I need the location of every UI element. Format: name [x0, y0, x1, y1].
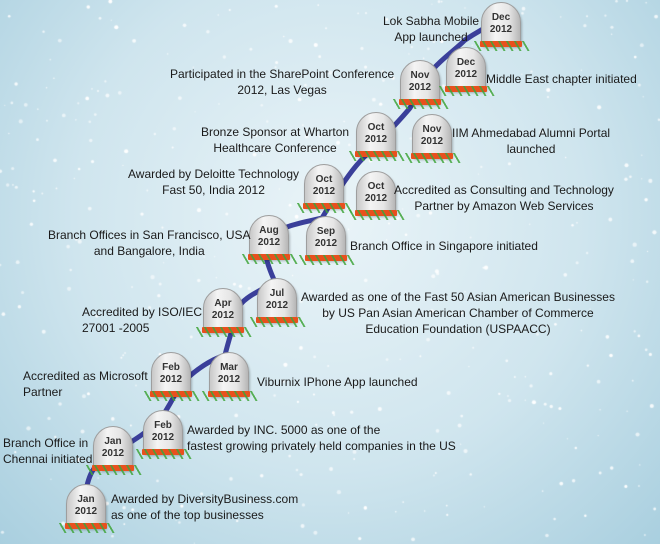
milestone-label-nov-2: Participated in the SharePoint Conferenc…: [170, 67, 395, 97]
milestone-label-mar: Viburnix IPhone App launched: [257, 375, 418, 389]
milestone-label-oct-2: Accredited as Consulting and Technology P…: [394, 183, 614, 213]
milestone-stone-mar: Mar 2012: [202, 352, 258, 401]
milestone-stone-aug: Aug 2012: [242, 215, 298, 264]
milestone-stone-oct-3: Oct 2012: [349, 112, 405, 161]
milestone-stone-oct-2: Oct 2012: [349, 171, 405, 220]
milestone-stone-oct-1: Oct 2012: [297, 164, 353, 213]
milestone-stone-jul: Jul 2012: [250, 278, 306, 327]
milestone-label-feb-2: Accredited as Microsoft Partner: [23, 369, 148, 399]
milestone-label-aug: Branch Offices in San Francisco, USA and …: [48, 228, 251, 258]
milestone-label-dec-2: Lok Sabha Mobile App launched: [383, 14, 480, 44]
milestone-stone-jan-1: Jan 2012: [59, 484, 115, 533]
milestone-stone-nov-1: Nov 2012: [405, 114, 461, 163]
milestone-stone-sep: Sep 2012: [299, 216, 355, 265]
milestone-label-oct-1: Awarded by Deloitte Technology Fast 50, I…: [128, 167, 299, 197]
milestone-stone-feb-2: Feb 2012: [144, 352, 200, 401]
milestone-label-jan-2: Branch Office in Chennai initiated: [3, 436, 93, 466]
milestone-stone-feb-1: Feb 2012: [136, 410, 192, 459]
milestone-stone-apr: Apr 2012: [196, 288, 252, 337]
milestone-label-dec-1: Middle East chapter initiated: [486, 72, 637, 86]
milestone-label-jul: Awarded as one of the Fast 50 Asian Amer…: [301, 290, 615, 336]
milestone-label-apr: Accredited by ISO/IEC 27001 -2005: [82, 305, 203, 335]
milestone-stone-dec-2: Dec 2012: [474, 2, 530, 51]
milestone-stone-dec-1: Dec 2012: [439, 47, 495, 96]
milestone-label-jan-1: Awarded by DiversityBusiness.com as one o…: [111, 492, 299, 522]
milestone-label-sep: Branch Office in Singapore initiated: [350, 239, 538, 253]
milestone-stone-jan-2: Jan 2012: [86, 426, 142, 475]
milestone-label-oct-3: Bronze Sponsor at Wharton Healthcare Conf…: [201, 125, 350, 155]
milestone-stone-nov-2: Nov 2012: [393, 60, 449, 109]
milestone-label-feb-1: Awarded by INC. 5000 as one of the fastes…: [187, 423, 456, 453]
milestone-label-nov-1: IIM Ahmedabad Alumni Portal launched: [452, 126, 611, 156]
